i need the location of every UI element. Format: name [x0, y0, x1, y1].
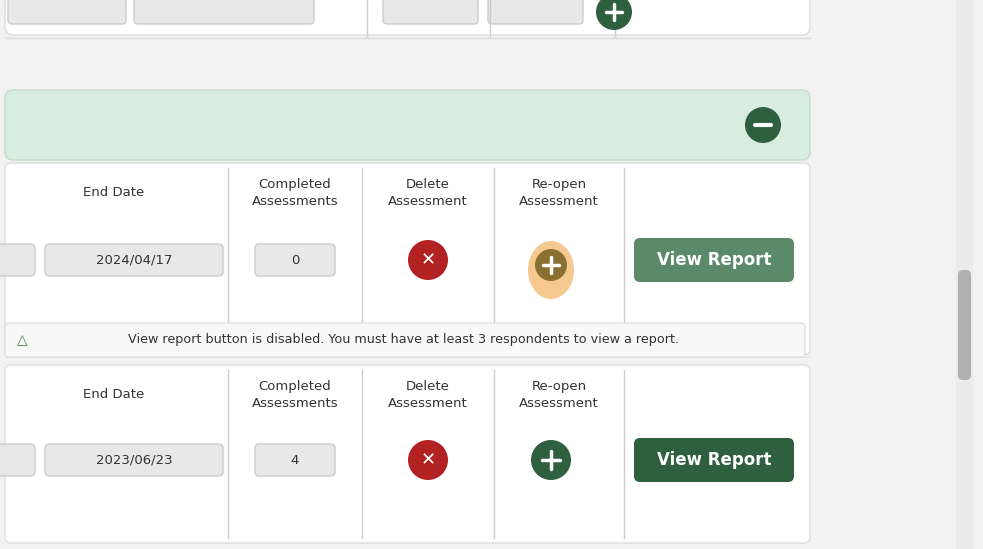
FancyBboxPatch shape	[5, 163, 810, 355]
FancyBboxPatch shape	[0, 444, 35, 476]
FancyBboxPatch shape	[383, 0, 478, 24]
FancyBboxPatch shape	[8, 0, 126, 24]
FancyBboxPatch shape	[634, 238, 794, 282]
Text: △: △	[17, 333, 28, 347]
FancyBboxPatch shape	[958, 270, 971, 380]
FancyBboxPatch shape	[0, 244, 35, 276]
Text: Delete
Assessment: Delete Assessment	[388, 178, 468, 208]
Text: View Report: View Report	[657, 451, 772, 469]
Text: Re-open
Assessment: Re-open Assessment	[519, 380, 599, 410]
FancyBboxPatch shape	[5, 0, 810, 35]
Circle shape	[408, 240, 448, 280]
Bar	[418, 252, 438, 268]
Circle shape	[408, 440, 448, 480]
Text: 4: 4	[291, 453, 299, 467]
Circle shape	[535, 249, 567, 281]
FancyBboxPatch shape	[5, 323, 805, 357]
FancyBboxPatch shape	[634, 438, 794, 482]
Text: ✕: ✕	[421, 451, 435, 469]
FancyBboxPatch shape	[5, 90, 810, 160]
Circle shape	[531, 440, 571, 480]
Text: End Date: End Date	[84, 389, 145, 401]
Circle shape	[596, 0, 632, 30]
Text: Completed
Assessments: Completed Assessments	[252, 380, 338, 410]
FancyBboxPatch shape	[255, 444, 335, 476]
Text: Delete
Assessment: Delete Assessment	[388, 380, 468, 410]
Bar	[956, 0, 973, 549]
Ellipse shape	[528, 241, 574, 299]
FancyBboxPatch shape	[488, 0, 583, 24]
Text: 2023/06/23: 2023/06/23	[95, 453, 172, 467]
FancyBboxPatch shape	[5, 365, 810, 543]
Text: Re-open
Assessment: Re-open Assessment	[519, 178, 599, 208]
Text: 0: 0	[291, 254, 299, 266]
Text: ✕: ✕	[421, 251, 435, 269]
Text: End Date: End Date	[84, 187, 145, 199]
Text: 2024/04/17: 2024/04/17	[95, 254, 172, 266]
FancyBboxPatch shape	[45, 444, 223, 476]
Text: View report button is disabled. You must have at least 3 respondents to view a r: View report button is disabled. You must…	[121, 333, 679, 346]
FancyBboxPatch shape	[134, 0, 314, 24]
FancyBboxPatch shape	[255, 244, 335, 276]
Text: View Report: View Report	[657, 251, 772, 269]
Circle shape	[745, 107, 781, 143]
Text: Completed
Assessments: Completed Assessments	[252, 178, 338, 208]
FancyBboxPatch shape	[45, 244, 223, 276]
